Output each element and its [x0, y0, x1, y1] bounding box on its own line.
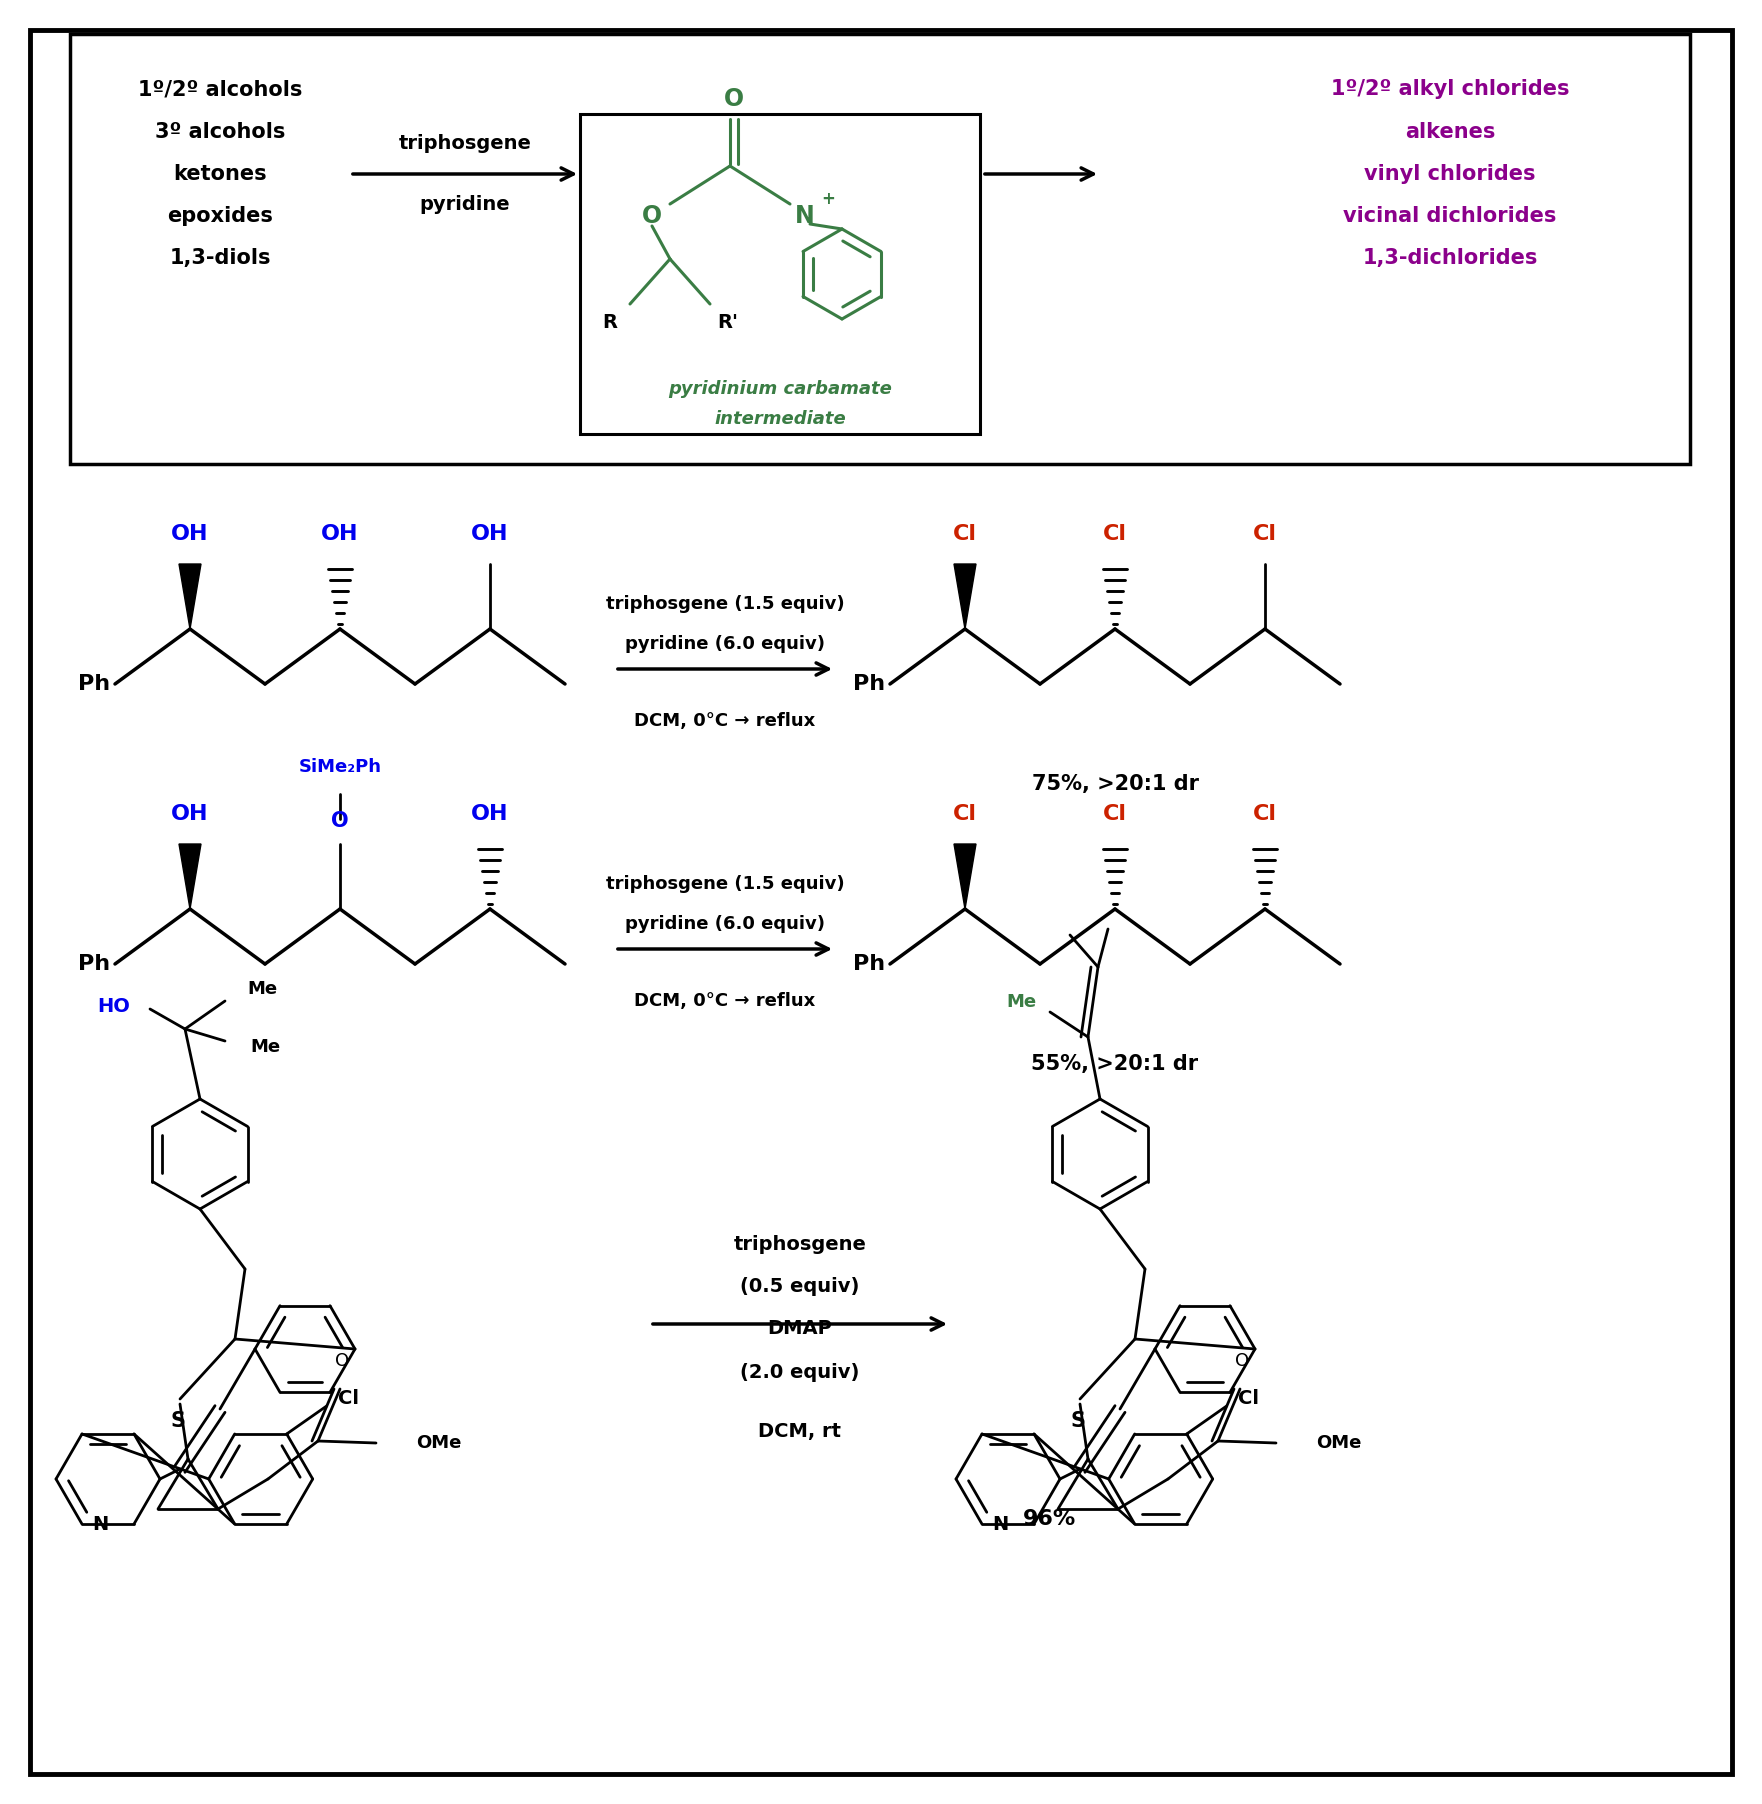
- Text: DCM, rt: DCM, rt: [758, 1423, 842, 1441]
- Text: HO: HO: [97, 998, 130, 1016]
- Text: 96%: 96%: [1024, 1508, 1077, 1530]
- Text: N: N: [92, 1515, 107, 1533]
- Text: N: N: [795, 204, 814, 227]
- Text: alkenes: alkenes: [1404, 123, 1496, 143]
- Text: Ph: Ph: [853, 954, 885, 974]
- Text: OH: OH: [470, 523, 509, 545]
- Text: triphosgene (1.5 equiv): triphosgene (1.5 equiv): [606, 875, 844, 893]
- Text: Cl: Cl: [1253, 805, 1277, 824]
- Text: triphosgene: triphosgene: [398, 135, 532, 153]
- Text: OMe: OMe: [1316, 1434, 1362, 1452]
- Text: Me: Me: [247, 980, 277, 998]
- Text: triphosgene (1.5 equiv): triphosgene (1.5 equiv): [606, 595, 844, 613]
- Polygon shape: [953, 565, 976, 630]
- Polygon shape: [180, 844, 201, 909]
- Text: OMe: OMe: [416, 1434, 462, 1452]
- Text: R': R': [717, 312, 738, 332]
- Text: triphosgene: triphosgene: [733, 1234, 867, 1254]
- Text: epoxides: epoxides: [167, 206, 273, 226]
- Text: S: S: [1071, 1411, 1085, 1431]
- Text: R: R: [603, 312, 617, 332]
- Text: S: S: [171, 1411, 185, 1431]
- Text: DMAP: DMAP: [768, 1319, 832, 1339]
- Text: +: +: [821, 189, 835, 207]
- Text: Cl: Cl: [1239, 1389, 1260, 1409]
- Text: Cl: Cl: [1103, 805, 1128, 824]
- Text: Cl: Cl: [953, 805, 976, 824]
- Text: Ph: Ph: [78, 954, 109, 974]
- Bar: [580, 114, 980, 435]
- Text: pyridinium carbamate: pyridinium carbamate: [668, 381, 892, 399]
- Text: Cl: Cl: [338, 1389, 359, 1409]
- Text: O: O: [331, 812, 349, 832]
- Text: ketones: ketones: [173, 164, 266, 184]
- Text: OH: OH: [470, 805, 509, 824]
- Text: DCM, 0°C → reflux: DCM, 0°C → reflux: [634, 713, 816, 731]
- Polygon shape: [180, 565, 201, 630]
- Text: pyridine (6.0 equiv): pyridine (6.0 equiv): [626, 635, 825, 653]
- Text: Me: Me: [1006, 992, 1036, 1010]
- Text: O: O: [641, 204, 663, 227]
- Text: SiMe₂Ph: SiMe₂Ph: [298, 758, 382, 776]
- Text: pyridine (6.0 equiv): pyridine (6.0 equiv): [626, 915, 825, 933]
- Text: vicinal dichlorides: vicinal dichlorides: [1343, 206, 1556, 226]
- Text: DCM, 0°C → reflux: DCM, 0°C → reflux: [634, 992, 816, 1010]
- Text: OH: OH: [321, 523, 359, 545]
- Text: N: N: [992, 1515, 1008, 1533]
- Text: 1º/2º alcohols: 1º/2º alcohols: [137, 79, 303, 99]
- Text: O: O: [1235, 1351, 1249, 1369]
- Text: 55%, >20:1 dr: 55%, >20:1 dr: [1031, 1054, 1198, 1073]
- Text: intermediate: intermediate: [714, 410, 846, 428]
- Text: OH: OH: [171, 805, 208, 824]
- Text: 1,3-diols: 1,3-diols: [169, 247, 271, 269]
- Text: Cl: Cl: [1253, 523, 1277, 545]
- Text: vinyl chlorides: vinyl chlorides: [1364, 164, 1536, 184]
- Text: 75%, >20:1 dr: 75%, >20:1 dr: [1031, 774, 1198, 794]
- Text: Ph: Ph: [78, 675, 109, 695]
- Text: Ph: Ph: [853, 675, 885, 695]
- Text: 3º alcohols: 3º alcohols: [155, 123, 285, 143]
- Bar: [70, 34, 1690, 464]
- Text: (0.5 equiv): (0.5 equiv): [740, 1277, 860, 1295]
- Text: Cl: Cl: [1103, 523, 1128, 545]
- Text: pyridine: pyridine: [419, 195, 511, 213]
- Text: O: O: [724, 87, 744, 112]
- Text: Me: Me: [250, 1037, 280, 1055]
- Text: 1,3-dichlorides: 1,3-dichlorides: [1362, 247, 1538, 269]
- Text: 1º/2º alkyl chlorides: 1º/2º alkyl chlorides: [1330, 79, 1570, 99]
- Text: (2.0 equiv): (2.0 equiv): [740, 1362, 860, 1382]
- Polygon shape: [953, 844, 976, 909]
- Text: Cl: Cl: [953, 523, 976, 545]
- Text: OH: OH: [171, 523, 208, 545]
- Text: O: O: [335, 1351, 349, 1369]
